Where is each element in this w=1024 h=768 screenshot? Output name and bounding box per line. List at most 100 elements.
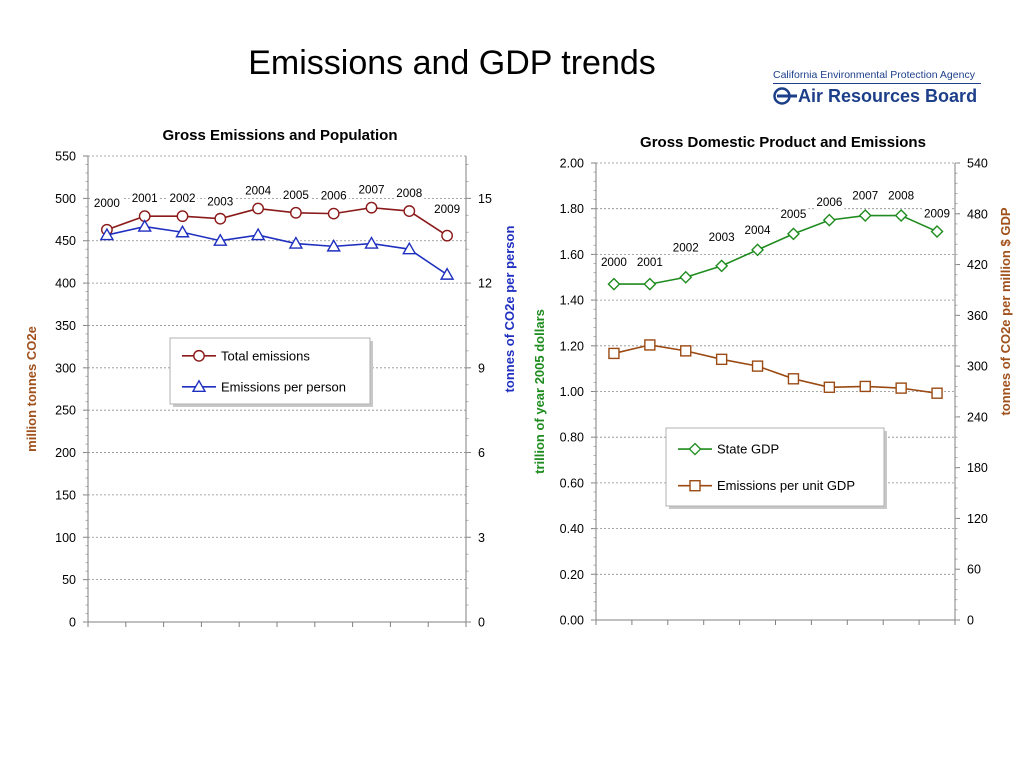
series-emissions-per-unit-gdp: [608, 339, 943, 399]
point-label-bg: [886, 188, 917, 203]
data-point: [679, 270, 693, 284]
data-point: [137, 219, 152, 232]
legend-label: Total emissions: [221, 348, 310, 363]
point-label-bg: [167, 191, 198, 206]
point-label-bg: [318, 188, 349, 203]
point-label-bg: [205, 194, 236, 209]
series-line: [613, 214, 938, 285]
point-label: 2007: [852, 189, 878, 203]
legend-box: [665, 427, 885, 507]
data-point: [439, 267, 455, 280]
legend: State GDP Emissions per unit GDP: [665, 427, 887, 509]
series-total-emissions: [101, 201, 453, 242]
point-label: 2000: [94, 196, 120, 210]
point-label: 2009: [924, 207, 950, 221]
point-label: 2004: [745, 223, 771, 237]
data-point: [175, 224, 190, 238]
point-label-bg: [778, 206, 809, 221]
data-point: [99, 227, 115, 241]
point-label: 2001: [132, 191, 158, 205]
point-label: 2005: [780, 207, 806, 221]
left-axis-tick-label: 0.00: [560, 614, 584, 628]
point-label: 2006: [321, 189, 347, 203]
data-point: [402, 241, 417, 255]
chart-2: Gross Domestic Product and Emissions 0.00…: [532, 134, 1013, 628]
series-line: [106, 206, 448, 237]
board-emblem-icon: [773, 87, 797, 105]
series-emissions-per-person: [99, 219, 455, 280]
data-point: [643, 277, 657, 291]
left-axis-tick-label: 500: [55, 192, 76, 206]
data-point: [441, 229, 453, 242]
left-axis-title: million tonnes CO2e: [24, 326, 39, 452]
left-axis-tick-label: 450: [55, 234, 76, 248]
legend-swatch-marker: [688, 442, 702, 456]
left-axis-tick-label: 1.00: [560, 385, 584, 399]
right-axis-tick-label: 480: [967, 207, 988, 221]
point-label-bg: [706, 229, 737, 244]
right-axis-title: tonnes of CO2e per person: [502, 226, 517, 393]
data-point: [786, 227, 800, 241]
point-label-bg: [814, 195, 845, 210]
legend-label: Emissions per unit GDP: [717, 478, 855, 493]
left-axis-tick-label: 550: [55, 150, 76, 164]
point-label-bg: [670, 240, 701, 255]
data-point: [751, 360, 764, 372]
point-label: 2004: [245, 184, 271, 198]
right-axis-tick-label: 0: [967, 614, 974, 628]
left-axis-tick-label: 0.40: [560, 522, 584, 536]
right-axis-tick-label: 180: [967, 461, 988, 475]
data-point: [895, 382, 907, 394]
right-axis-tick-label: 9: [478, 361, 485, 375]
left-axis-tick-label: 400: [55, 277, 76, 291]
right-axis-tick-label: 15: [478, 192, 492, 206]
left-axis-tick-label: 200: [55, 446, 76, 460]
point-label: 2007: [359, 183, 385, 197]
series-line: [613, 344, 938, 394]
right-axis-tick-label: 360: [967, 309, 988, 323]
point-label-bg: [850, 188, 881, 203]
right-axis-tick-label: 3: [478, 531, 485, 545]
agency-logo: California Environmental Protection Agen…: [770, 68, 984, 110]
left-axis-tick-label: 1.40: [560, 294, 584, 308]
legend-label: State GDP: [717, 442, 779, 457]
chart-1: Gross Emissions and Population0501001502…: [24, 127, 517, 630]
point-label-bg: [922, 206, 953, 221]
data-point: [176, 210, 189, 223]
legend-swatch-marker: [689, 480, 701, 492]
point-label: 2002: [170, 191, 196, 205]
data-point: [644, 339, 656, 351]
left-axis-tick-label: 0: [69, 616, 76, 630]
point-label: 2005: [283, 188, 309, 202]
left-axis-tick-label: 0.60: [560, 476, 584, 490]
agency-name: California Environmental Protection Agen…: [773, 69, 975, 81]
left-axis-tick-label: 250: [55, 404, 76, 418]
left-axis-tick-label: 0.20: [560, 568, 584, 582]
legend-swatch-marker: [191, 379, 207, 393]
data-point: [403, 205, 416, 217]
left-axis-tick-label: 1.20: [560, 339, 584, 353]
left-axis-tick-label: 2.00: [560, 157, 584, 171]
point-label-bg: [356, 182, 387, 197]
data-point: [327, 207, 340, 220]
point-label-bg: [129, 191, 160, 206]
legend: Total emissions Emissions per person: [169, 337, 373, 407]
point-label-bg: [91, 196, 122, 210]
data-point: [680, 345, 692, 357]
data-point: [715, 259, 729, 273]
legend-box: [169, 337, 371, 405]
point-label-bg: [432, 202, 463, 216]
data-point: [364, 236, 379, 249]
point-label-bg: [394, 186, 425, 201]
legend-swatch-marker: [193, 349, 205, 362]
point-label-bg: [634, 255, 665, 270]
data-point: [252, 202, 265, 215]
point-label: 2001: [637, 255, 663, 269]
left-axis-tick-label: 1.80: [560, 202, 584, 216]
right-axis-tick-label: 0: [478, 616, 485, 630]
point-label: 2003: [207, 195, 233, 209]
data-point: [288, 236, 304, 249]
data-point: [930, 225, 944, 239]
data-point: [931, 387, 943, 399]
